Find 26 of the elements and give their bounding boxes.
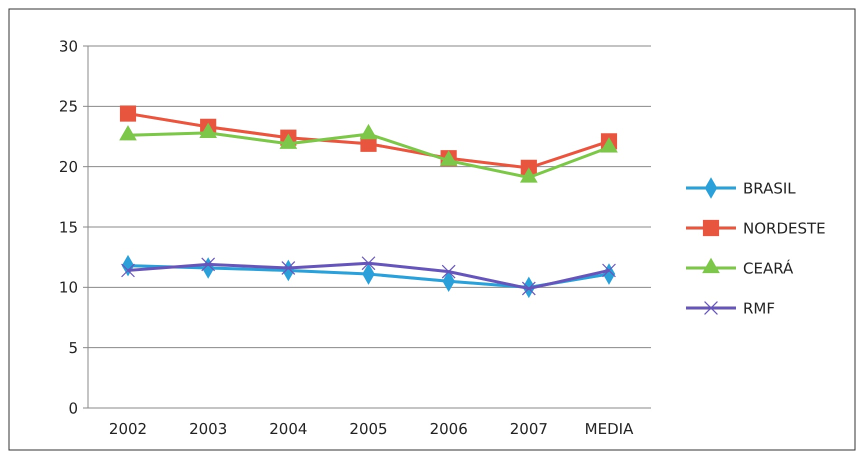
y-tick-label: 10 <box>58 278 78 297</box>
x-tick-label: 2002 <box>108 420 148 438</box>
point <box>120 263 136 278</box>
legend-label: NORDESTE <box>743 219 826 238</box>
legend-label: RMF <box>743 299 775 318</box>
point <box>442 264 456 279</box>
y-tick-label: 15 <box>58 218 78 236</box>
point <box>361 256 376 270</box>
x-tick-label: 2003 <box>189 420 228 438</box>
point <box>120 105 136 122</box>
x-tick-label: 2004 <box>269 420 308 438</box>
y-tick-label: 30 <box>58 37 78 56</box>
point <box>201 257 216 272</box>
legend-label: CEARÁ <box>743 259 794 278</box>
x-tick-label: 2005 <box>349 420 388 438</box>
x-tick-label: 2006 <box>430 420 468 438</box>
point <box>522 282 536 296</box>
legend-label: BRASIL <box>743 179 796 198</box>
point <box>602 263 616 278</box>
point <box>281 260 296 276</box>
y-tick-label: 20 <box>58 158 78 176</box>
y-tick-label: 25 <box>58 98 78 116</box>
y-tick-label: 0 <box>68 399 78 418</box>
x-tick-label: 2007 <box>510 420 548 438</box>
y-tick-label: 5 <box>68 338 78 357</box>
x-tick-label: MEDIA <box>584 420 634 438</box>
